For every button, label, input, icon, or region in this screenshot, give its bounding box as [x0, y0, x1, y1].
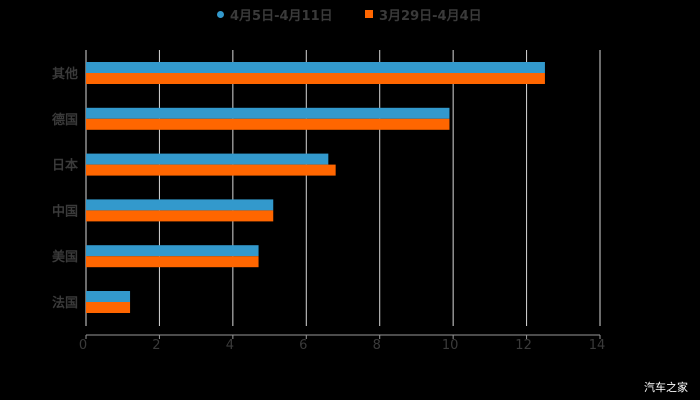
category-label: 中国	[52, 203, 78, 219]
chart-legend: 4月5日-4月11日 3月29日-4月4日	[0, 4, 700, 24]
value-axis: 0 2 4 6 8 10 12 14	[79, 334, 606, 353]
legend-item-series2[interactable]: 3月29日-4月4日	[365, 4, 482, 24]
bar-series2[interactable]	[86, 256, 259, 268]
legend-item-series1[interactable]: 4月5日-4月11日	[217, 4, 333, 24]
bar-series2[interactable]	[86, 210, 274, 222]
category-label: 德国	[52, 112, 78, 128]
bar-series2[interactable]	[86, 73, 545, 84]
x-tick-label: 0	[79, 338, 87, 353]
bar-series1[interactable]	[86, 245, 259, 257]
bar-series2[interactable]	[86, 302, 131, 313]
watermark-logo: 汽车之家	[644, 381, 688, 394]
bar-series1[interactable]	[86, 62, 545, 73]
legend-marker-circle-icon	[217, 10, 224, 18]
category-label: 日本	[52, 158, 78, 174]
x-tick-label: 6	[299, 338, 307, 353]
category-label: 其他	[52, 66, 78, 82]
bar-series1[interactable]	[86, 199, 274, 211]
x-tick-label: 14	[589, 338, 606, 353]
gridlines	[85, 50, 601, 326]
x-tick-label: 10	[442, 338, 459, 353]
bar-series2[interactable]	[86, 118, 450, 130]
x-tick-label: 8	[373, 338, 381, 353]
bar-series1[interactable]	[86, 153, 329, 165]
bar-series2[interactable]	[86, 164, 336, 176]
legend-marker-square-icon	[365, 10, 373, 18]
bar-series1[interactable]	[86, 107, 450, 119]
x-tick-label: 12	[515, 338, 532, 353]
bar-series1[interactable]	[86, 291, 131, 302]
x-tick-label: 2	[152, 338, 160, 353]
x-tick-label: 4	[226, 338, 234, 353]
category-label: 法国	[52, 295, 78, 311]
legend-label-series2: 3月29日-4月4日	[379, 8, 482, 24]
legend-label-series1: 4月5日-4月11日	[230, 8, 333, 24]
bars	[86, 62, 545, 313]
category-label: 美国	[52, 249, 78, 265]
